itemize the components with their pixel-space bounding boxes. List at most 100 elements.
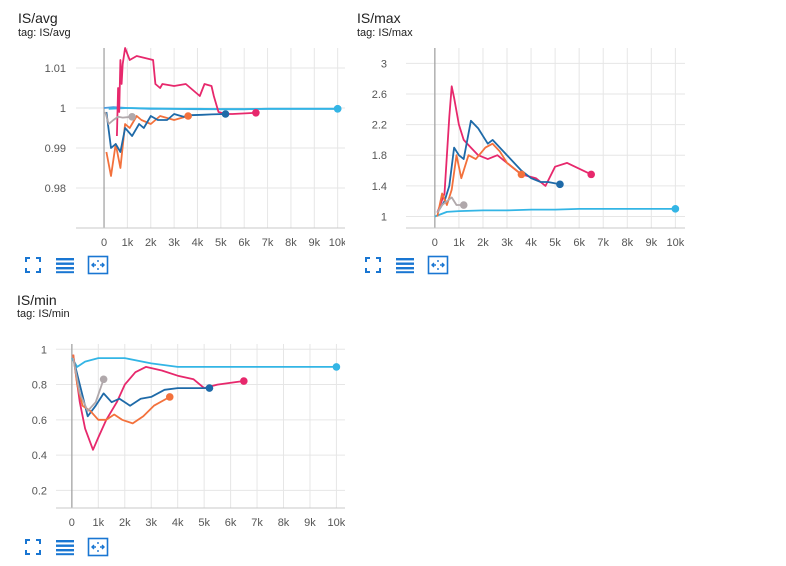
- x-tick-label: 6k: [225, 517, 237, 529]
- x-tick-label: 4k: [525, 237, 537, 249]
- x-tick-label: 4k: [172, 517, 184, 529]
- x-tick-label: 10k: [667, 237, 685, 249]
- x-tick-label: 3k: [145, 517, 157, 529]
- x-tick-label: 6k: [238, 237, 250, 249]
- card-tag: tag: IS/avg: [18, 27, 71, 39]
- series-line-4: [105, 111, 226, 153]
- y-tick-label: 2.6: [372, 89, 387, 101]
- x-tick-label: 1k: [122, 237, 134, 249]
- x-tick-label: 0: [69, 517, 75, 529]
- y-tick-label: 2.2: [372, 120, 387, 132]
- fit-domain-button[interactable]: [427, 255, 449, 275]
- x-tick-label: 2k: [119, 517, 131, 529]
- series-end-dot-3: [184, 112, 192, 120]
- x-tick-label: 8k: [278, 517, 290, 529]
- y-tick-label: 0.98: [45, 183, 66, 195]
- series-end-dot-5: [128, 113, 136, 121]
- y-tick-label: 3: [381, 58, 387, 70]
- y-tick-label: 1.01: [45, 63, 66, 75]
- x-tick-label: 2k: [145, 237, 157, 249]
- series-line-1: [436, 85, 592, 214]
- series-line-5: [104, 111, 133, 125]
- x-tick-label: 6k: [573, 237, 585, 249]
- y-tick-label: 0.2: [32, 485, 47, 497]
- card-is-min: IS/min tag: IS/min 0 1k 2k 3k 4k 5k 6k 7k 8k 9k 10…: [0, 282, 345, 566]
- x-tick-label: 0: [101, 237, 107, 249]
- series-end-dot-2: [252, 109, 260, 117]
- x-tick-label: 3k: [168, 237, 180, 249]
- is-avg-chart[interactable]: 0 1k 2k 3k 4k 5k 6k 7k 8k 9k 10k 0.98 0.99 1 1.01: [0, 0, 345, 260]
- x-tick-label: 1k: [93, 517, 105, 529]
- series-line-2: [436, 119, 561, 214]
- card-is-max: IS/max tag: IS/max 0 1k 2k 3k 4k 5k 6k 7k 8k 9k 10…: [340, 0, 685, 282]
- y-tick-label: 0.6: [32, 415, 47, 427]
- series-end-dot-4: [459, 201, 468, 209]
- series-end-dot-3: [517, 170, 526, 179]
- is-min-chart[interactable]: 0 1k 2k 3k 4k 5k 6k 7k 8k 9k 10k 0.2 0.4 0.6 0.8 1: [0, 282, 345, 538]
- card-title: IS/min: [17, 292, 57, 308]
- series-line-1: [108, 107, 338, 111]
- x-tick-label: 9k: [304, 517, 316, 529]
- x-tick-label: 2k: [477, 237, 489, 249]
- log-scale-button[interactable]: [395, 256, 415, 276]
- toggle-log-scale-icon: [56, 258, 74, 274]
- x-tick-label: 7k: [251, 517, 263, 529]
- fullscreen-icon: [25, 539, 41, 555]
- x-tick-label: 8k: [285, 237, 297, 249]
- x-tick-label: 3k: [501, 237, 513, 249]
- fit-domain-icon: [427, 255, 449, 275]
- series-end-dot-2: [556, 180, 564, 189]
- y-tick-label: 1: [41, 344, 47, 356]
- card-is-avg: IS/avg tag: IS/avg 0 1k 2k 3k 4k 5k 6k 7k 8k 9k 10…: [0, 0, 345, 282]
- fit-domain-button[interactable]: [87, 537, 109, 557]
- y-tick-label: 1: [60, 103, 66, 115]
- x-tick-label: 5k: [198, 517, 210, 529]
- y-tick-label: 1.4: [372, 181, 387, 193]
- series-line-3: [105, 115, 189, 177]
- x-tick-label: 7k: [262, 237, 274, 249]
- series-line-4: [72, 357, 105, 412]
- series-line-2: [72, 357, 210, 418]
- series-end-dot-1: [240, 377, 248, 385]
- x-tick-label: 5k: [549, 237, 561, 249]
- fit-domain-icon: [87, 255, 109, 275]
- series-line-3: [436, 142, 522, 217]
- fullscreen-button[interactable]: [24, 538, 44, 558]
- x-tick-label: 10k: [328, 517, 345, 529]
- series-group: [434, 85, 676, 218]
- y-tick-label: 1: [381, 212, 387, 224]
- series-line-0: [71, 357, 337, 368]
- card-title: IS/max: [357, 10, 401, 26]
- fit-domain-button[interactable]: [87, 255, 109, 275]
- series-end-dot-2: [205, 384, 214, 392]
- toggle-log-scale-icon: [56, 540, 74, 556]
- series-line-2: [116, 47, 256, 137]
- fullscreen-button[interactable]: [364, 256, 384, 276]
- series-end-dot-1: [587, 170, 595, 179]
- series-line-4: [436, 196, 464, 214]
- series-end-dot-4: [99, 375, 108, 384]
- series-end-dot-3: [165, 393, 174, 401]
- fit-domain-icon: [87, 537, 109, 557]
- y-tick-label: 0.99: [45, 143, 66, 155]
- fullscreen-button[interactable]: [24, 256, 44, 276]
- x-tick-label: 10k: [329, 237, 345, 249]
- y-tick-label: 0.8: [32, 380, 47, 392]
- series-end-dot-4: [221, 110, 230, 118]
- series-group: [71, 354, 337, 451]
- series-end-dot-0: [332, 363, 341, 371]
- log-scale-button[interactable]: [55, 538, 75, 558]
- x-tick-label: 9k: [646, 237, 658, 249]
- x-tick-label: 9k: [308, 237, 320, 249]
- fullscreen-icon: [365, 257, 381, 273]
- x-tick-label: 5k: [215, 237, 227, 249]
- toggle-log-scale-icon: [396, 258, 414, 274]
- series-end-dot-0: [671, 205, 680, 213]
- x-tick-label: 0: [432, 237, 438, 249]
- card-tag: tag: IS/max: [357, 27, 413, 39]
- x-tick-label: 7k: [597, 237, 609, 249]
- is-max-chart[interactable]: 0 1k 2k 3k 4k 5k 6k 7k 8k 9k 10k 1 1.4 1.8 2.2 2.6 3: [340, 0, 685, 260]
- x-tick-label: 1k: [453, 237, 465, 249]
- card-title: IS/avg: [18, 10, 58, 26]
- log-scale-button[interactable]: [55, 256, 75, 276]
